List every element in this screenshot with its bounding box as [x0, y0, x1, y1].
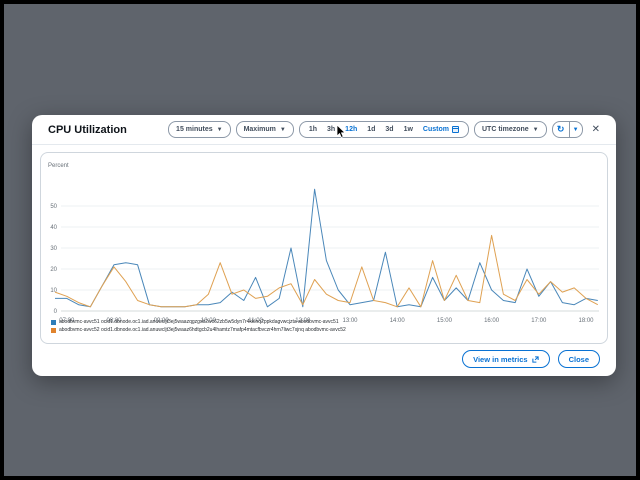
dialog-footer: View in metrics Close [462, 350, 600, 368]
x-tick-label: 14:00 [390, 318, 406, 324]
x-tick-label: 11:00 [248, 318, 263, 324]
x-tick-label: 16:00 [484, 318, 500, 324]
chevron-down-icon: ▼ [572, 126, 579, 133]
y-tick-label: 20 [50, 267, 57, 273]
x-tick-label: 07:00 [59, 318, 75, 324]
view-in-metrics-button[interactable]: View in metrics [462, 350, 550, 368]
range-option-1h[interactable]: 1h [308, 126, 317, 133]
refresh-options-button[interactable]: ▼ [568, 122, 582, 137]
chevron-down-icon: ▼ [532, 126, 539, 133]
legend-item-1[interactable]: abodbvmc-avvc52 ocid1.dbnode.oc1.iad.anu… [51, 327, 346, 333]
y-tick-label: 10 [50, 288, 57, 294]
cpu-utilization-dialog: CPU Utilization 15 minutes ▼ Maximum ▼ 1… [32, 115, 616, 376]
external-link-icon [531, 355, 539, 363]
dialog-title: CPU Utilization [48, 123, 127, 136]
legend-item-0[interactable]: abodbvmc-avvc51 ocid1.dbnode.oc1.iad.anu… [51, 319, 346, 325]
calendar-icon [451, 126, 459, 133]
x-tick-label: 12:00 [295, 318, 311, 324]
refresh-split-button: ↻ ▼ [551, 121, 583, 138]
range-option-3d[interactable]: 3d [385, 126, 394, 133]
y-tick-label: 30 [50, 246, 57, 252]
statistic-dropdown[interactable]: Maximum ▼ [235, 121, 294, 138]
statistic-dropdown-label: Maximum [243, 126, 276, 133]
legend-label: abodbvmc-avvc51 ocid1.dbnode.oc1.iad.anu… [59, 319, 339, 325]
range-option-1w[interactable]: 1w [403, 126, 413, 133]
period-dropdown-label: 15 minutes [176, 126, 213, 133]
range-option-custom[interactable]: Custom [418, 126, 464, 133]
series-line-0 [55, 188, 598, 308]
series-line-1 [54, 234, 599, 308]
x-tick-label: 08:00 [106, 318, 122, 324]
y-tick-label: 40 [50, 225, 57, 231]
time-range-group: 1h 3h 12h 1d 3d 1w Custom [298, 121, 469, 138]
close-icon: ✕ [591, 123, 600, 135]
timezone-dropdown-label: UTC timezone [481, 126, 529, 133]
range-option-3h[interactable]: 3h [327, 126, 336, 133]
header-controls: 15 minutes ▼ Maximum ▼ 1h 3h 12h 1d 3d 1w Cust… [168, 121, 600, 138]
dialog-header: CPU Utilization 15 minutes ▼ Maximum ▼ 1… [32, 115, 616, 145]
y-tick-label: 50 [50, 204, 57, 210]
timezone-dropdown[interactable]: UTC timezone ▼ [473, 121, 547, 138]
page-backdrop: CPU Utilization 15 minutes ▼ Maximum ▼ 1… [4, 4, 636, 476]
view-in-metrics-label: View in metrics [473, 354, 528, 364]
x-tick-label: 18:00 [578, 318, 594, 324]
chart-legend: abodbvmc-avvc51 ocid1.dbnode.oc1.iad.anu… [51, 319, 346, 333]
range-option-1d[interactable]: 1d [367, 126, 376, 133]
close-footer-button[interactable]: Close [557, 350, 600, 368]
cpu-chart: 0 10 20 30 40 50 07:00 08:00 09:00 10:00 11:00 12:0… [50, 188, 599, 324]
y-axis-label: Percent [48, 163, 69, 169]
legend-swatch-icon [51, 319, 56, 325]
refresh-icon: ↻ [556, 124, 565, 134]
x-tick-label: 10:00 [201, 318, 217, 324]
period-dropdown[interactable]: 15 minutes ▼ [168, 121, 231, 138]
chevron-down-icon: ▼ [279, 126, 286, 133]
close-footer-label: Close [568, 354, 589, 364]
x-tick-label: 09:00 [154, 318, 170, 324]
legend-swatch-icon [51, 327, 56, 333]
refresh-button[interactable]: ↻ [553, 122, 569, 137]
range-custom-label: Custom [422, 126, 449, 133]
y-tick-label: 0 [54, 309, 58, 315]
legend-label: abodbvmc-avvc52 ocid1.dbnode.oc1.iad.anu… [59, 327, 346, 333]
x-tick-label: 13:00 [342, 318, 358, 324]
close-button[interactable]: ✕ [591, 123, 600, 135]
chevron-down-icon: ▼ [216, 126, 223, 133]
range-option-12h[interactable]: 12h [345, 126, 358, 133]
chart-panel: Percent 0 10 20 30 40 50 07:00 08:00 09:00 10:00 1… [40, 152, 608, 344]
x-tick-label: 17:00 [531, 318, 547, 324]
x-tick-label: 15:00 [437, 318, 453, 324]
